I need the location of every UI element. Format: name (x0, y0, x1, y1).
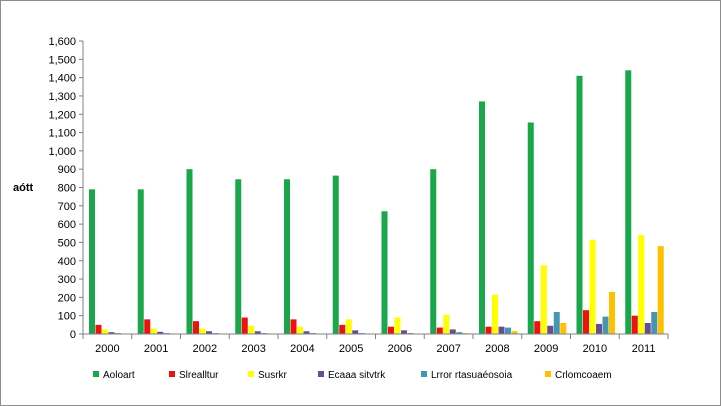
y-tick-label: 1,400 (48, 73, 76, 85)
y-tick-label: 900 (58, 164, 76, 176)
legend-swatch (93, 371, 99, 377)
bar (625, 70, 631, 334)
bar (242, 318, 248, 334)
y-tick-label: 200 (58, 292, 76, 304)
bar (352, 330, 358, 334)
x-tick-label: 2002 (193, 343, 217, 355)
y-tick-label: 1,200 (48, 109, 76, 121)
bar (193, 321, 199, 334)
legend-swatch (318, 371, 324, 377)
bar (200, 329, 206, 334)
bar (583, 310, 589, 334)
bar (138, 189, 144, 334)
bar (492, 295, 498, 334)
y-tick-labels: 0 100 200 300 400 500 600 700 800 900 1,000 1,100 1,… (48, 36, 76, 341)
bar (534, 321, 540, 334)
bar (651, 312, 657, 334)
bar (609, 292, 615, 334)
x-tick-label: 2010 (583, 343, 607, 355)
bar (658, 246, 664, 334)
bar (382, 211, 388, 334)
bar (577, 76, 583, 334)
bar (291, 319, 297, 334)
bar (645, 323, 651, 334)
legend-swatch (421, 371, 427, 377)
bar (388, 327, 394, 334)
legend-label: Susrkr (258, 370, 288, 381)
x-tick-label: 2009 (534, 343, 558, 355)
y-tick-label: 0 (70, 329, 76, 341)
bar (486, 327, 492, 334)
bar (499, 327, 505, 334)
legend-label: Crlomcoaem (555, 370, 612, 381)
bar (479, 101, 485, 334)
bar (430, 169, 436, 334)
bar (547, 326, 553, 334)
y-tick-label: 1,500 (48, 54, 76, 66)
bar (395, 318, 401, 334)
y-tick-label: 100 (58, 311, 76, 323)
y-tick-label: 1,100 (48, 128, 76, 140)
y-tick-label: 600 (58, 219, 76, 231)
bar (596, 324, 602, 334)
bar (554, 312, 560, 334)
x-tick-label: 2004 (290, 343, 314, 355)
bar (102, 329, 108, 334)
legend-label: Slrealltur (179, 370, 219, 381)
legend-label: Aoloart (103, 370, 135, 381)
bar (443, 315, 449, 334)
bar (590, 240, 596, 334)
y-tick-label: 1,000 (48, 146, 76, 158)
bar (560, 323, 566, 334)
x-tick-label: 2001 (144, 343, 168, 355)
bar (144, 319, 150, 334)
x-tick-label: 2006 (388, 343, 412, 355)
bar (401, 330, 407, 334)
bar (632, 316, 638, 334)
bar (603, 317, 609, 334)
bar (96, 325, 102, 334)
y-tick-label: 400 (58, 256, 76, 268)
bar (638, 235, 644, 334)
legend-swatch (248, 371, 254, 377)
bar (505, 328, 511, 334)
bar (541, 265, 547, 334)
y-tick-label: 300 (58, 274, 76, 286)
bar (339, 325, 345, 334)
bars-layer (89, 70, 664, 334)
bar (235, 179, 241, 334)
bar (346, 319, 352, 334)
y-tick-label: 500 (58, 237, 76, 249)
legend: Aoloart Slrealltur Susrkr Ecaaa sitvtrk Lrro… (93, 370, 612, 381)
x-tick-labels: 2000 2001 2002 2003 2004 2005 2006 2007 2008 2009… (95, 343, 655, 355)
y-axis-title: aótt (13, 182, 34, 194)
x-tick-label: 2008 (485, 343, 509, 355)
legend-label: Ecaaa sitvtrk (328, 370, 386, 381)
y-tick-label: 1,300 (48, 91, 76, 103)
x-tick-label: 2007 (436, 343, 460, 355)
x-tick-label: 2011 (632, 343, 656, 355)
bar (297, 327, 303, 334)
bar (450, 329, 456, 334)
bar (284, 179, 290, 334)
bar (89, 189, 95, 334)
x-tick-label: 2000 (95, 343, 119, 355)
bar (151, 329, 157, 334)
y-tick-label: 700 (58, 201, 76, 213)
x-tick-label: 2005 (339, 343, 363, 355)
bar (437, 328, 443, 334)
y-tick-label: 1,600 (48, 36, 76, 48)
bar (187, 169, 193, 334)
legend-swatch (169, 371, 175, 377)
bar (528, 122, 534, 334)
y-tick-label: 800 (58, 183, 76, 195)
x-tick-label: 2003 (241, 343, 265, 355)
bar (248, 326, 254, 334)
legend-swatch (545, 371, 551, 377)
legend-label: Lrror rtasuaéosoia (431, 370, 513, 381)
bar (333, 176, 339, 334)
